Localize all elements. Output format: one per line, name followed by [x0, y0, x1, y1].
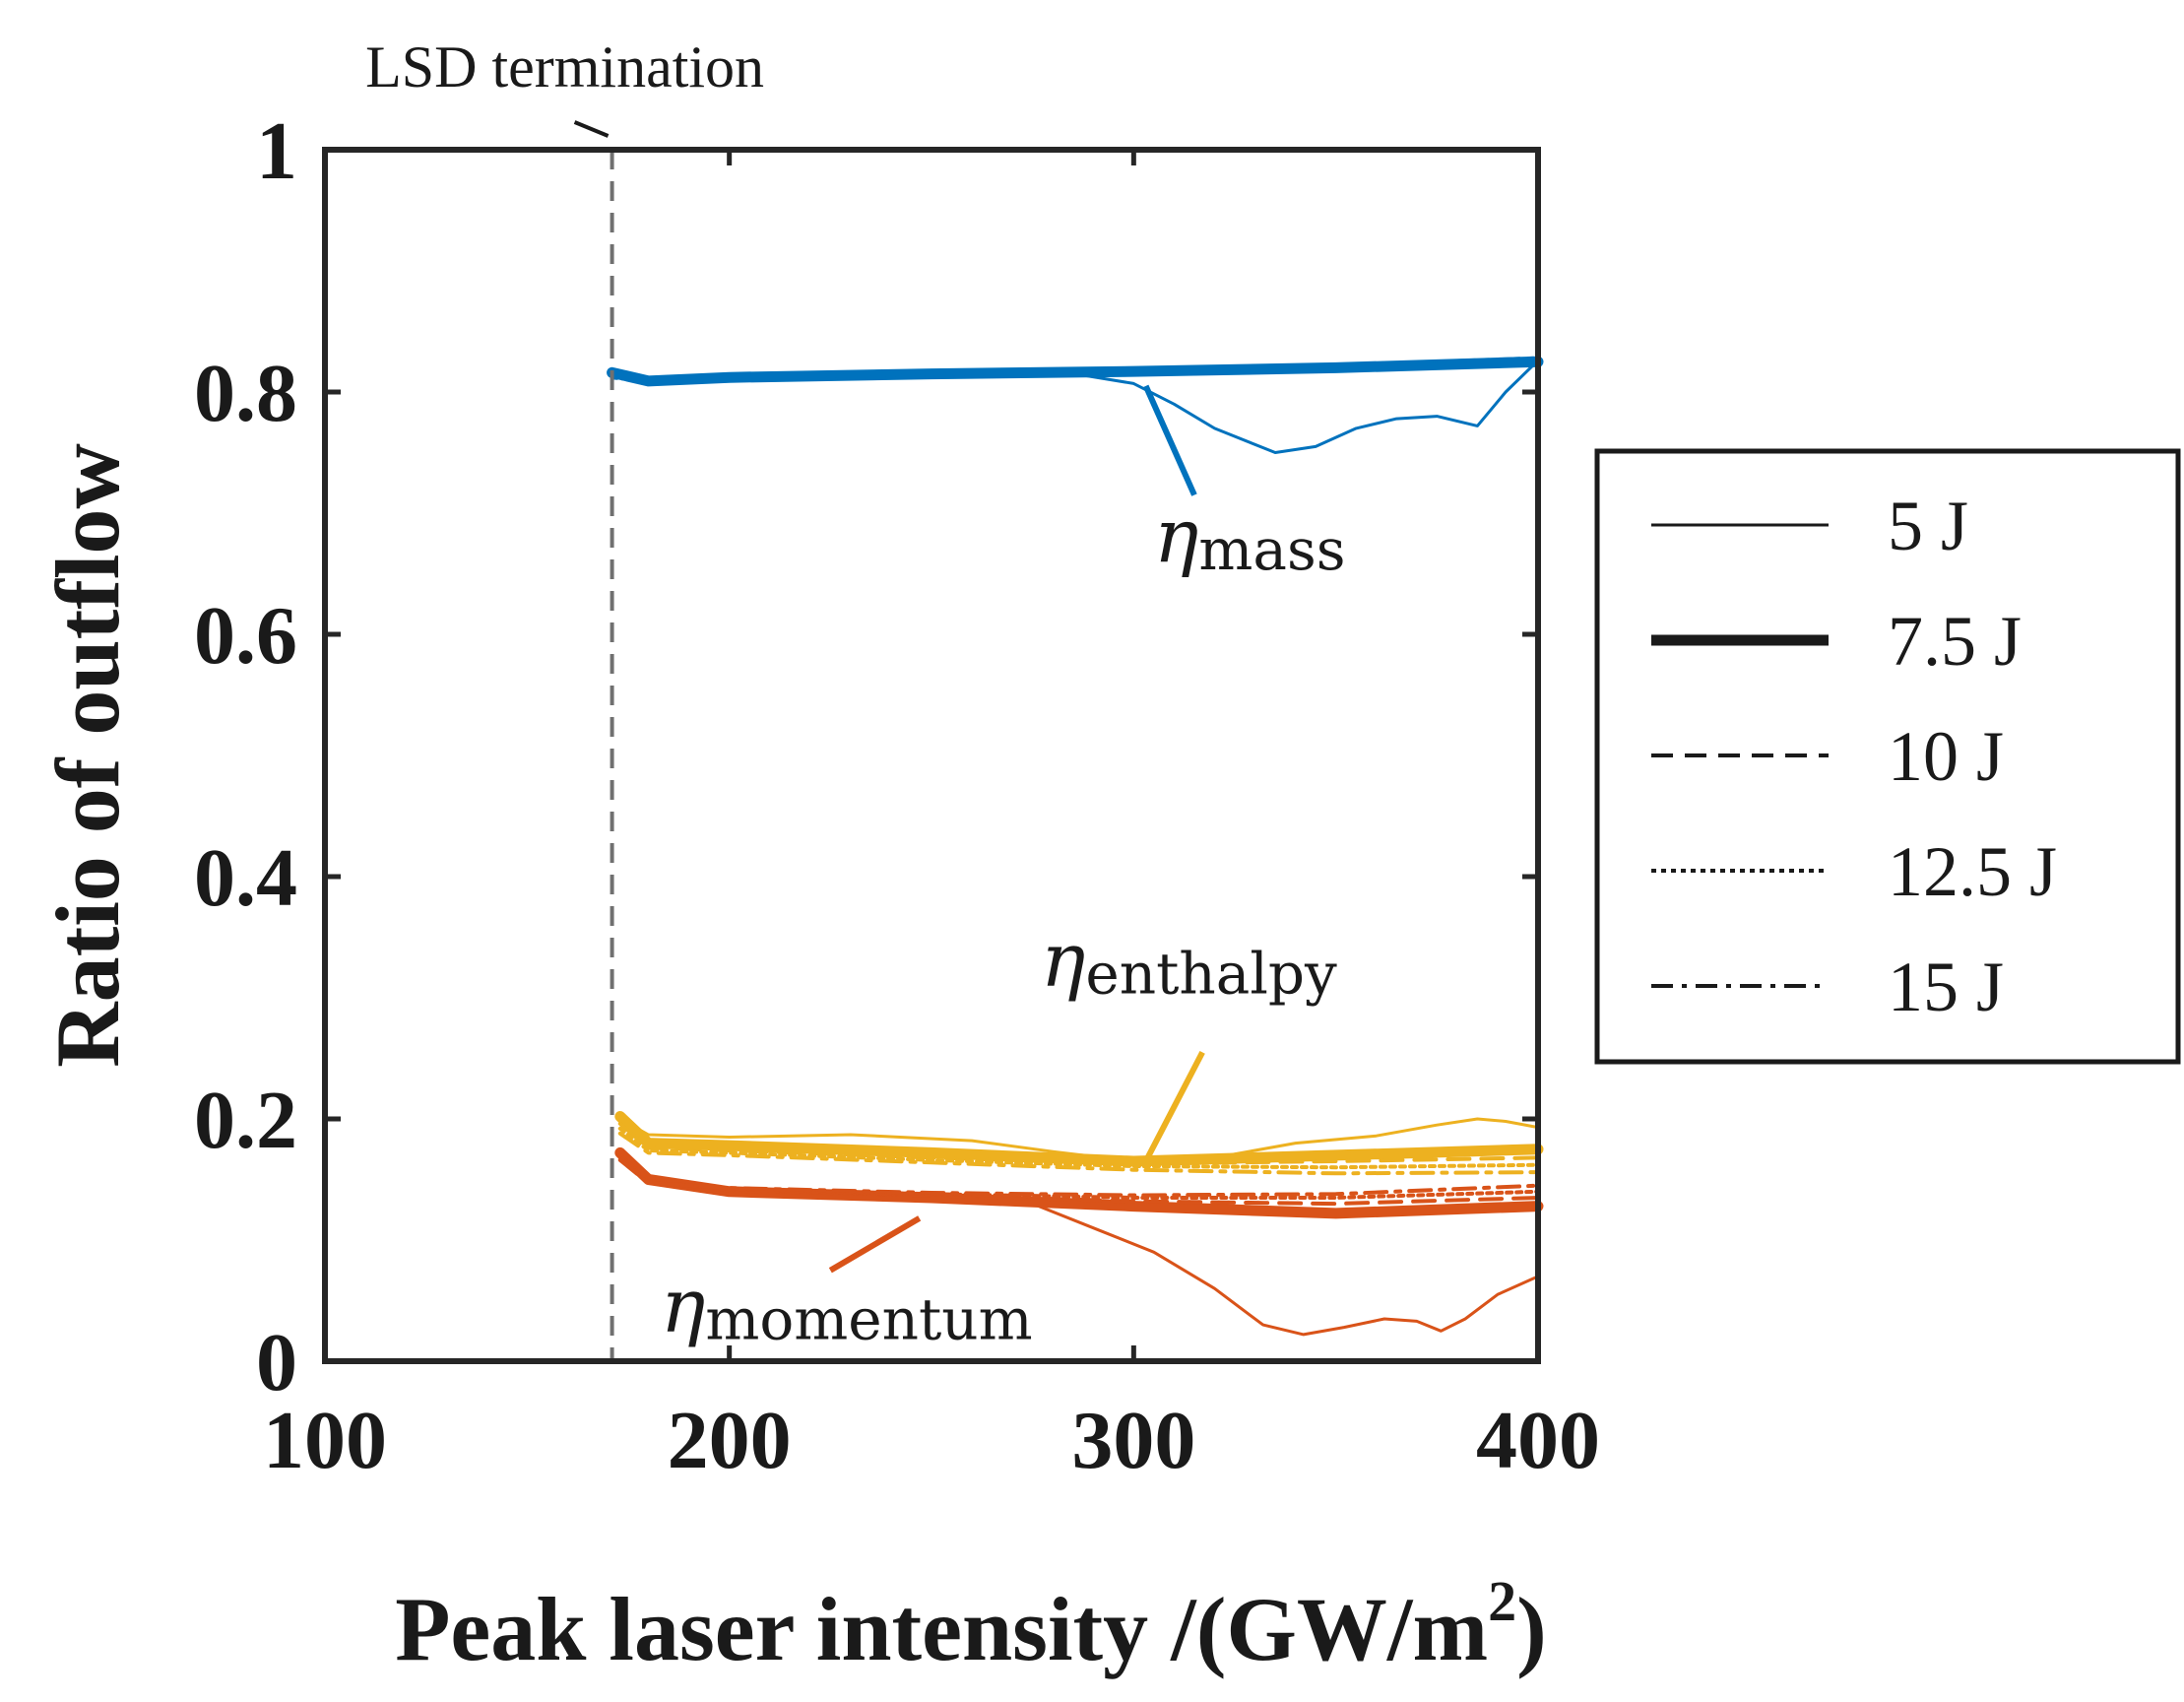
annotation-symbol: η [661, 1261, 706, 1348]
annotation-pointer-mass [1142, 384, 1197, 496]
x-axis-label-main: Peak laser intensity /(GW/m [395, 1579, 1488, 1679]
series-enthalpy-7-5-j [614, 1111, 1544, 1167]
legend-label: 15 J [1888, 948, 2004, 1026]
y-tick-label: 0.4 [194, 832, 297, 924]
annotation-label-mass: ηmass [1154, 491, 1346, 583]
axis-ticks: 0 0.2 0.4 0.6 0.8 1 100 200 300 400 [194, 105, 1600, 1486]
x-tick-label: 400 [1476, 1395, 1600, 1486]
series-enthalpy-15-j [617, 1131, 1540, 1176]
x-tick-label: 300 [1071, 1395, 1195, 1486]
legend-entries: 5 J 7.5 J 10 J 12.5 J 15 J [1651, 487, 2057, 1026]
annotation-pointer-enthalpy [1142, 1050, 1205, 1163]
legend: 5 J 7.5 J 10 J 12.5 J 15 J [1594, 448, 2181, 1065]
legend-label: 10 J [1888, 717, 2004, 796]
legend-label: 7.5 J [1888, 602, 2022, 681]
y-tick-label: 0.6 [194, 590, 297, 682]
annotation-pointer-momentum [828, 1215, 922, 1274]
legend-label: 12.5 J [1888, 832, 2057, 911]
x-tick-label: 100 [263, 1395, 387, 1486]
x-axis-label: Peak laser intensity /(GW/m2) [395, 1569, 1547, 1679]
y-axis-label: Ratio of outflow [37, 443, 138, 1068]
legend-label: 5 J [1888, 487, 1968, 565]
y-tick-label: 1 [256, 105, 297, 197]
x-axis-label-end: ) [1516, 1579, 1547, 1679]
series-layer [607, 356, 1544, 1337]
annotation-symbol: η [1041, 916, 1086, 1004]
y-tick-label: 0 [256, 1317, 297, 1408]
annotation-subscript: mass [1198, 516, 1345, 583]
y-tick-label: 0.2 [194, 1075, 297, 1166]
series-mass-12-5-j [610, 357, 1540, 383]
annotation-symbol: η [1154, 491, 1199, 579]
x-tick-label: 200 [668, 1395, 792, 1486]
lsd-termination-pointer [573, 120, 610, 138]
annotation-subscript: enthalpy [1085, 941, 1337, 1008]
plot-area: LSD termination 0 0.2 0.4 0.6 0.8 1 100 200 300 4… [194, 34, 1600, 1486]
annotation-label-momentum: ηmomentum [661, 1261, 1033, 1352]
series-mass-15-j [610, 356, 1540, 381]
plot-frame [322, 147, 1541, 1364]
lsd-termination-label: LSD termination [365, 34, 764, 99]
x-axis-label-superscript: 2 [1488, 1569, 1516, 1633]
annotation-subscript: momentum [705, 1285, 1032, 1352]
series-momentum-15-j [617, 1157, 1540, 1198]
annotation-label-enthalpy: ηenthalpy [1041, 916, 1337, 1008]
lsd-termination-marker: LSD termination [365, 34, 764, 1361]
y-tick-label: 0.8 [194, 348, 297, 439]
